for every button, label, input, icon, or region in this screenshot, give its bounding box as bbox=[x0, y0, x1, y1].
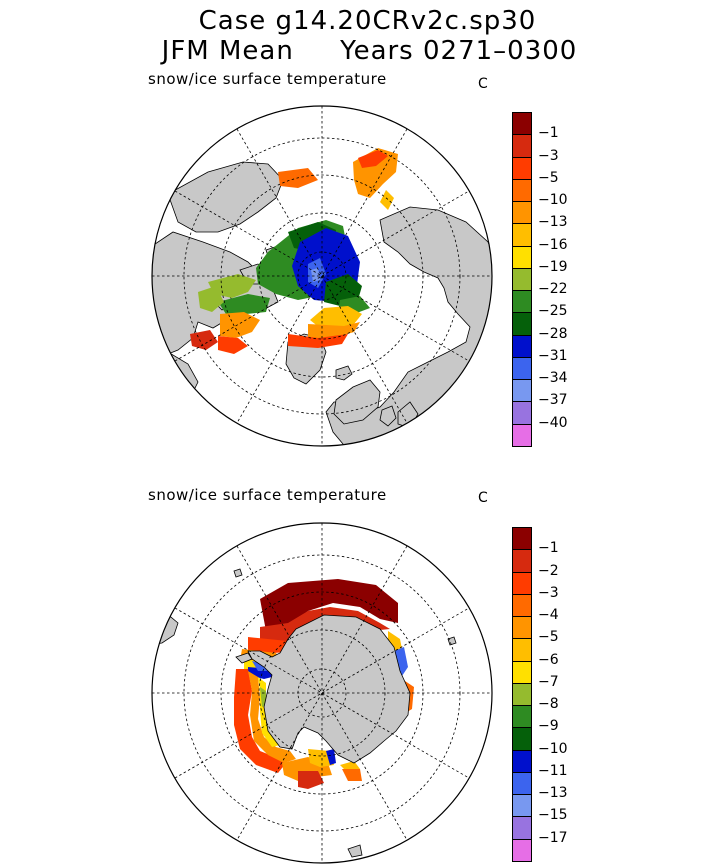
nh-colorbar-tick-label: −31 bbox=[538, 347, 568, 364]
sh-colorbar-swatch bbox=[512, 593, 532, 618]
sh-colorbar-tick-label: −13 bbox=[538, 785, 568, 802]
sh-colorbar-swatch bbox=[512, 816, 532, 840]
nh-map-frame bbox=[151, 105, 493, 447]
nh-colorbar-swatch bbox=[512, 356, 532, 381]
sh-colorbar-tick-label: −17 bbox=[538, 829, 568, 846]
nh-colorbar-swatch bbox=[512, 156, 532, 180]
sh-colorbar-tick-label: −4 bbox=[538, 607, 559, 624]
sh-colorbar-tick-label: −8 bbox=[538, 696, 559, 713]
nh-graticule bbox=[152, 106, 492, 446]
sh-colorbar-swatch bbox=[512, 727, 532, 751]
sh-colorbar-tick-label: −5 bbox=[538, 629, 559, 646]
nh-colorbar-swatch bbox=[512, 134, 532, 158]
nh-polar-map bbox=[151, 105, 493, 447]
nh-sea-ice-field bbox=[190, 148, 398, 354]
nh-colorbar: −1 −3 −5 −10 −13 −16 −19 −22 −25 −28 −31 −34 −37 −40 bbox=[512, 112, 572, 447]
sh-colorbar-swatch bbox=[512, 527, 532, 551]
nh-variable-label: snow/ice surface temperature bbox=[148, 70, 387, 88]
nh-colorbar-swatch bbox=[512, 290, 532, 314]
sh-colorbar-tick-label: −7 bbox=[538, 673, 559, 690]
nh-colorbar-swatch bbox=[512, 423, 532, 447]
sh-colorbar-tick-label: −11 bbox=[538, 762, 568, 779]
sh-colorbar: −1 −2 −3 −4 −5 −6 −7 −8 −9 −10 −11 −13 −15 −17 bbox=[512, 527, 572, 862]
sh-colorbar-swatch bbox=[512, 838, 532, 862]
sh-colorbar-swatch bbox=[512, 794, 532, 818]
nh-colorbar-tick-label: −40 bbox=[538, 414, 568, 431]
sh-colorbar-swatch bbox=[512, 749, 532, 773]
nh-colorbar-swatch bbox=[512, 401, 532, 425]
nh-colorbar-swatch bbox=[512, 112, 532, 136]
sh-polar-map bbox=[151, 522, 493, 864]
nh-colorbar-tick-label: −13 bbox=[538, 214, 568, 231]
sh-colorbar-swatch bbox=[512, 705, 532, 729]
sh-colorbar-swatch bbox=[512, 682, 532, 707]
nh-colorbar-swatch bbox=[512, 379, 532, 403]
nh-colorbar-tick-label: −10 bbox=[538, 192, 568, 209]
nh-colorbar-tick-label: −1 bbox=[538, 125, 559, 142]
nh-colorbar-tick-label: −19 bbox=[538, 258, 568, 275]
sh-colorbar-swatch bbox=[512, 638, 532, 662]
sh-colorbar-swatch bbox=[512, 549, 532, 573]
nh-colorbar-tick-label: −25 bbox=[538, 303, 568, 320]
sh-colorbar-swatch bbox=[512, 571, 532, 595]
nh-colorbar-swatch bbox=[512, 267, 532, 292]
nh-colorbar-tick-label: −22 bbox=[538, 281, 568, 298]
sh-colorbar-tick-label: −10 bbox=[538, 740, 568, 757]
sh-colorbar-tick-label: −9 bbox=[538, 718, 559, 735]
sh-colorbar-tick-label: −3 bbox=[538, 584, 559, 601]
nh-colorbar-tick-label: −34 bbox=[538, 370, 568, 387]
sh-map-frame bbox=[151, 522, 493, 864]
plot-title-case: Case g14.20CRv2c.sp30 bbox=[198, 6, 537, 36]
sh-colorbar-swatch bbox=[512, 660, 532, 684]
nh-colorbar-swatch bbox=[512, 334, 532, 358]
sh-colorbar-tick-label: −15 bbox=[538, 807, 568, 824]
nh-colorbar-swatch bbox=[512, 201, 532, 225]
sh-colorbar-tick-label: −1 bbox=[538, 540, 559, 557]
sh-graticule bbox=[152, 523, 492, 863]
nh-colorbar-swatch bbox=[512, 223, 532, 247]
sh-colorbar-tick-label: −6 bbox=[538, 651, 559, 668]
sh-colorbar-tick-label: −2 bbox=[538, 562, 559, 579]
sh-unit-label: C bbox=[478, 490, 488, 506]
nh-colorbar-swatch bbox=[512, 245, 532, 269]
nh-colorbar-swatch bbox=[512, 312, 532, 336]
nh-colorbar-tick-label: −16 bbox=[538, 236, 568, 253]
sh-variable-label: snow/ice surface temperature bbox=[148, 486, 387, 504]
sh-colorbar-swatch bbox=[512, 616, 532, 640]
nh-colorbar-swatch bbox=[512, 178, 532, 203]
nh-unit-label: C bbox=[478, 76, 488, 92]
plot-title-period: JFM Mean Years 0271–0300 bbox=[161, 36, 578, 66]
nh-colorbar-tick-label: −3 bbox=[538, 147, 559, 164]
nh-colorbar-tick-label: −28 bbox=[538, 325, 568, 342]
nh-colorbar-tick-label: −5 bbox=[538, 169, 559, 186]
nh-colorbar-tick-label: −37 bbox=[538, 392, 568, 409]
sh-colorbar-swatch bbox=[512, 771, 532, 796]
